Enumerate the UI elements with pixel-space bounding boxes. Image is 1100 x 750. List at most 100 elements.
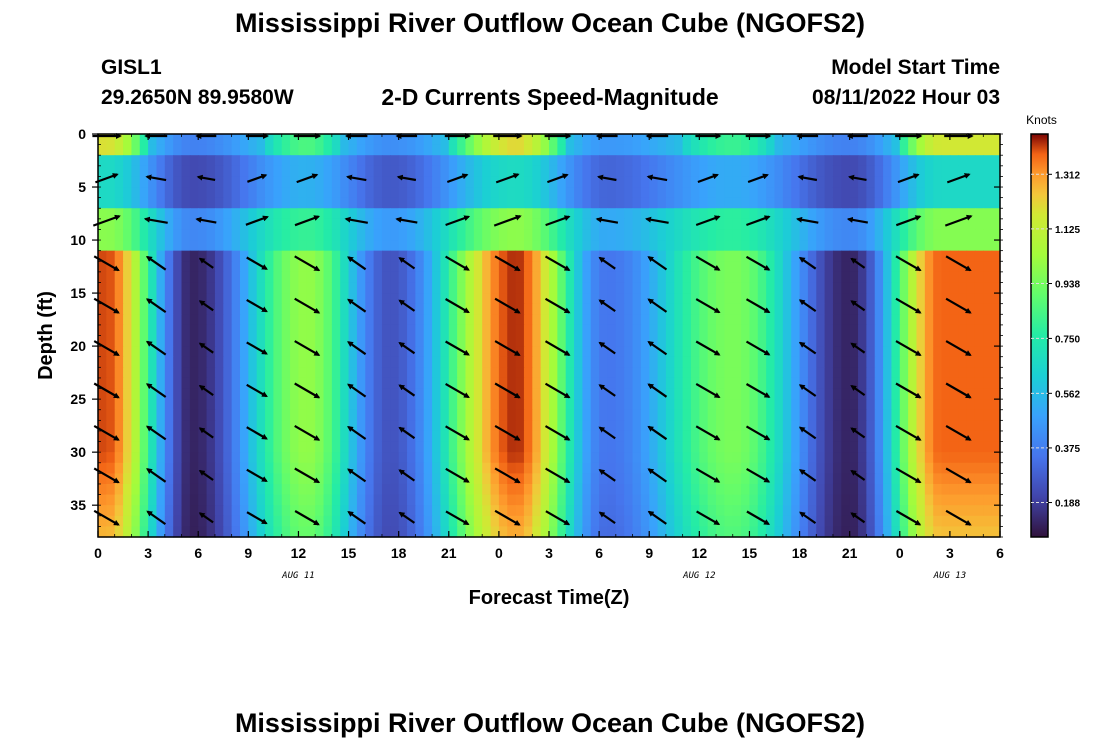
heatmap-cell (139, 388, 149, 400)
heatmap-cell (949, 483, 959, 496)
heatmap-cell (640, 346, 650, 358)
heatmap-cell (665, 324, 675, 337)
heatmap-cell (340, 165, 350, 178)
heatmap-cell (590, 515, 600, 527)
heatmap-cell (741, 473, 751, 485)
current-vector (246, 511, 268, 525)
heatmap-cell (507, 441, 517, 453)
heatmap-cell (974, 430, 984, 443)
current-vector (145, 425, 167, 441)
heatmap-cell (983, 377, 993, 390)
heatmap-cell (674, 144, 684, 156)
heatmap-cell (231, 367, 241, 379)
heatmap-cell (816, 420, 826, 432)
heatmap-cell (365, 483, 375, 496)
heatmap-cell (574, 303, 584, 315)
heatmap-cell (423, 324, 433, 337)
heatmap-cell (674, 388, 684, 400)
heatmap-cell (590, 261, 600, 273)
heatmap-cell (824, 430, 834, 443)
heatmap-cell (958, 155, 968, 167)
heatmap-cell (498, 282, 508, 294)
heatmap-cell (699, 250, 709, 262)
heatmap-cell (331, 494, 341, 506)
heatmap-cell (816, 335, 826, 347)
heatmap-cell (114, 483, 124, 496)
heatmap-cell (98, 176, 107, 188)
heatmap-cell (749, 409, 759, 421)
heatmap-cell (590, 399, 600, 411)
heatmap-cell (699, 356, 709, 368)
heatmap-cell (281, 314, 291, 326)
heatmap-cell (440, 526, 450, 538)
current-vector (145, 255, 167, 271)
heatmap-cell (632, 250, 642, 262)
current-vector (945, 382, 972, 399)
heatmap-cell (716, 483, 725, 496)
heatmap-cell (699, 134, 709, 146)
current-vector (897, 173, 920, 184)
heatmap-cell (206, 452, 216, 464)
heatmap-cell (924, 420, 934, 432)
heatmap-cell (707, 494, 717, 506)
heatmap-cell (298, 399, 308, 411)
heatmap-cell (356, 494, 366, 506)
heatmap-cell (114, 409, 124, 421)
heatmap-cell (331, 303, 341, 315)
heatmap-cell (624, 388, 634, 400)
heatmap-cell (807, 165, 817, 178)
heatmap-cell (231, 409, 241, 421)
heatmap-cell (983, 462, 993, 474)
heatmap-cell (690, 250, 700, 262)
heatmap-cell (991, 399, 1001, 411)
heatmap-cell (98, 388, 107, 400)
heatmap-cell (615, 346, 625, 358)
heatmap-cell (841, 240, 851, 252)
heatmap-cell (699, 271, 709, 284)
heatmap-cell (766, 377, 776, 390)
heatmap-cell (356, 187, 366, 199)
heatmap-cell (407, 420, 416, 432)
heatmap-cell (432, 208, 442, 220)
heatmap-cell (448, 250, 458, 262)
heatmap-cell (891, 388, 901, 400)
heatmap-cell (991, 261, 1001, 273)
heatmap-cell (782, 473, 792, 485)
heatmap-cell (590, 346, 600, 358)
heatmap-cell (883, 515, 893, 527)
heatmap-cell (599, 515, 609, 527)
heatmap-cell (832, 388, 842, 400)
heatmap-cell (874, 187, 884, 199)
heatmap-cell (315, 240, 325, 252)
heatmap-cell (958, 208, 968, 220)
heatmap-cell (824, 452, 834, 464)
model-start-time: 08/11/2022 Hour 03 (812, 86, 1000, 109)
heatmap-cell (966, 505, 976, 517)
heatmap-cell (724, 399, 734, 411)
heatmap-cell (540, 197, 550, 209)
heatmap-cell (331, 134, 341, 146)
heatmap-cell (615, 240, 625, 252)
heatmap-cell (749, 526, 759, 538)
heatmap-cell (841, 409, 851, 421)
heatmap-cell (632, 346, 642, 358)
heatmap-cell (599, 134, 609, 146)
heatmap-cell (223, 303, 233, 315)
heatmap-cell (866, 155, 876, 167)
heatmap-cell (398, 452, 408, 464)
heatmap-cell (148, 388, 158, 400)
heatmap-cell (607, 187, 617, 199)
heatmap-cell (607, 282, 617, 294)
heatmap-cell (607, 377, 617, 390)
heatmap-cell (665, 176, 675, 188)
current-vector (595, 216, 619, 224)
heatmap-cell (941, 271, 951, 284)
heatmap-cell (206, 335, 216, 347)
heatmap-cell (239, 134, 249, 146)
heatmap-cell (490, 430, 500, 443)
heatmap-cell (574, 293, 584, 305)
heatmap-cell (699, 324, 709, 337)
heatmap-cell (766, 420, 776, 432)
heatmap-cell (557, 176, 567, 188)
colorbar-unit-label: Knots (1026, 113, 1057, 127)
